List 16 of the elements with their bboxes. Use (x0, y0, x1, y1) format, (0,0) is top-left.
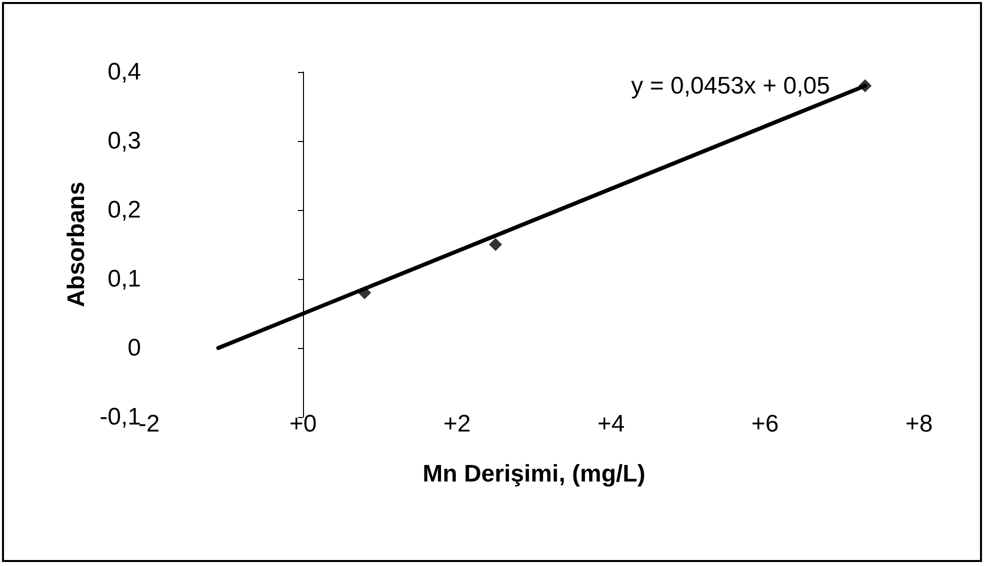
y-tick-label: 0,4 (108, 58, 141, 86)
x-tick-label: +0 (289, 410, 317, 438)
y-tick-label: 0,3 (108, 128, 141, 154)
annotation: y = 0,0453x + 0,05 (631, 72, 830, 100)
point (489, 238, 502, 251)
y-tick-label: -0,1 (100, 404, 141, 430)
y-tick-label: 0,2 (108, 196, 141, 224)
y-tick-label: 0 (128, 334, 141, 362)
x-axis-title: Mn Derişimi, (mg/L) (422, 460, 646, 488)
x-tick-label: +6 (751, 410, 779, 438)
x-tick-label: +8 (905, 410, 933, 438)
y-axis-title: Absorbans (63, 182, 90, 308)
y-tick-label: 0,1 (108, 266, 141, 292)
x-tick-label: +4 (597, 410, 625, 438)
x-tick-label: +2 (443, 410, 471, 438)
x-tick-label: -2 (138, 410, 160, 438)
